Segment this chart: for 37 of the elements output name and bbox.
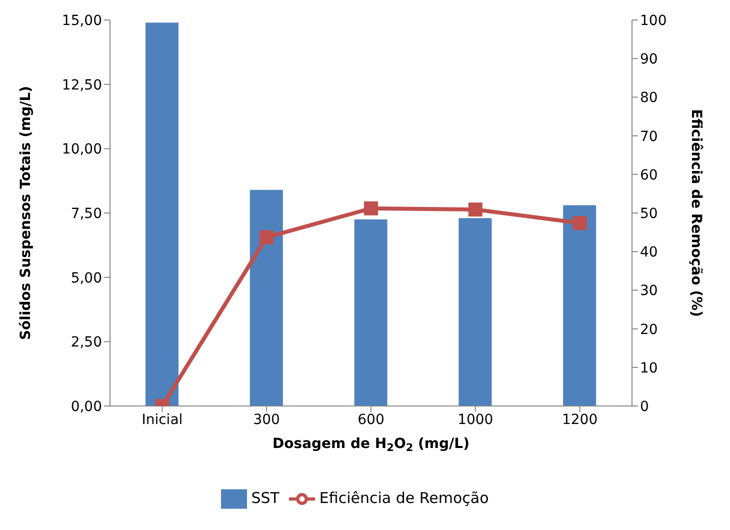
y-tick-label: 12,50 xyxy=(62,77,102,94)
x-tick-label: Inicial xyxy=(142,412,183,428)
y2-tick-label: 50 xyxy=(640,206,658,222)
y2-tick-label: 80 xyxy=(640,90,658,106)
y2-axis-title: Eficiência de Remoção (%) xyxy=(688,109,704,317)
y-tick-label: 10,00 xyxy=(62,142,102,158)
x-tick-label: 1000 xyxy=(458,412,494,428)
bar xyxy=(458,218,492,406)
bar xyxy=(250,190,283,406)
y-axis-title: Sólidos Suspensos Totais (mg/L) xyxy=(18,86,34,340)
y2-tick-label: 100 xyxy=(640,12,667,29)
y-tick-label: 2,50 xyxy=(70,334,102,351)
legend-label: SST xyxy=(251,489,280,508)
y2-tick-label: 90 xyxy=(640,52,658,68)
y2-tick-label: 20 xyxy=(640,322,658,338)
bar xyxy=(563,205,596,406)
point xyxy=(468,202,482,217)
y-tick-label: 15,00 xyxy=(62,12,102,29)
y2-tick-label: 30 xyxy=(640,283,658,300)
y-tick-label: 7,50 xyxy=(70,206,102,222)
y2-tick-label: 10 xyxy=(640,360,658,376)
legend-label: Eficiência de Remoção xyxy=(319,489,489,508)
y2-tick-label: 0 xyxy=(640,398,649,415)
y-tick-label: 5,00 xyxy=(70,270,102,286)
point xyxy=(260,230,274,244)
x-tick-label: 600 xyxy=(358,412,384,428)
point xyxy=(572,216,587,230)
x-tick-label: 1200 xyxy=(562,412,598,428)
y-tick-label: 0,00 xyxy=(70,398,102,415)
y2-tick-label: 70 xyxy=(640,128,658,145)
y2-tick-label: 40 xyxy=(640,244,658,261)
bar xyxy=(145,22,178,406)
x-axis-title: Dosagem de H$_{2}$O$_{2}$ (mg/L) xyxy=(272,436,470,454)
x-tick-label: 300 xyxy=(253,412,280,428)
y2-tick-label: 60 xyxy=(640,167,658,184)
bar xyxy=(354,219,388,406)
point xyxy=(364,201,378,216)
